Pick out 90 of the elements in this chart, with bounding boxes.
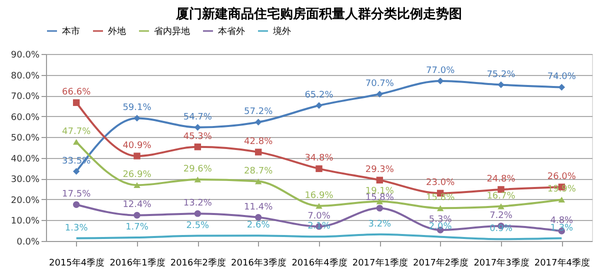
data-label: 15.8% [365, 193, 394, 204]
data-label: 3.2% [368, 219, 392, 230]
x-tick-label: 2017年1季度 [352, 258, 408, 268]
data-label: 7.0% [308, 211, 331, 222]
point [316, 202, 322, 209]
legend-label: 本市 [62, 26, 80, 37]
point [134, 114, 140, 122]
data-label: 13.2% [183, 198, 212, 209]
data-label: 47.7% [62, 126, 92, 137]
point [376, 204, 384, 212]
point [558, 84, 566, 91]
point [134, 182, 140, 188]
x-tick-label: 2016年3季度 [231, 258, 287, 268]
data-label: 23.0% [426, 178, 456, 188]
point [72, 201, 80, 208]
legend-label: 本省外 [218, 26, 245, 37]
y-tick-label: 50.0% [10, 134, 40, 144]
data-label: 0.9% [490, 224, 513, 234]
point [254, 178, 262, 184]
point [436, 205, 444, 212]
chart-title: 厦门新建商品住宅购房面积量人群分类比例走势图 [175, 6, 462, 22]
data-label: 59.1% [122, 103, 152, 114]
legend-label: 境外 [272, 26, 291, 37]
point [72, 99, 80, 106]
data-label: 24.8% [486, 174, 516, 184]
data-label: 2.6% [246, 220, 270, 231]
data-label: 42.8% [244, 137, 274, 148]
data-label: 54.7% [183, 112, 212, 122]
data-label: 7.2% [490, 211, 513, 222]
data-label: 26.9% [122, 170, 152, 180]
y-tick-label: 30.0% [10, 175, 40, 186]
data-label: 74.0% [547, 72, 576, 82]
data-label: 34.8% [304, 154, 334, 164]
point [316, 165, 322, 172]
point [194, 124, 202, 131]
data-label: 77.0% [426, 66, 456, 76]
point [498, 81, 504, 88]
y-tick-label: 20.0% [10, 196, 40, 206]
y-tick-label: 10.0% [10, 216, 40, 227]
data-label: 17.5% [62, 190, 92, 200]
data-label: 28.7% [244, 166, 274, 176]
y-tick-label: 60.0% [10, 112, 40, 123]
data-label: 2.5% [186, 220, 210, 231]
x-tick-label: 2016年2季度 [170, 258, 226, 268]
point [376, 176, 384, 184]
legend-label: 外地 [108, 26, 126, 37]
point [436, 78, 444, 84]
data-label: 1.3% [64, 223, 88, 234]
x-tick-label: 2017年4季度 [534, 258, 590, 268]
point [558, 196, 566, 203]
y-tick-label: 70.0% [10, 92, 40, 102]
point [194, 210, 202, 217]
point [194, 176, 202, 182]
data-label: 65.2% [304, 90, 334, 101]
x-tick-label: 2015年4季度 [49, 258, 105, 268]
data-label: 29.3% [365, 165, 394, 176]
y-tick-label: 40.0% [10, 154, 40, 164]
point [254, 118, 262, 126]
data-label: 40.9% [122, 141, 152, 152]
data-label: 26.0% [547, 172, 576, 182]
point [376, 90, 384, 98]
data-label: 15.8% [426, 193, 456, 204]
data-label: 16.7% [486, 191, 516, 202]
legend-label: 省内异地 [154, 26, 190, 37]
point [134, 152, 140, 160]
data-label: 70.7% [365, 79, 394, 90]
point [254, 148, 262, 156]
data-label: 29.6% [183, 164, 212, 174]
data-label: 66.6% [62, 88, 92, 98]
point [134, 212, 140, 219]
y-tick-label: 0.0% [16, 238, 40, 248]
data-label: 45.3% [183, 132, 212, 142]
point [72, 168, 80, 175]
point [254, 214, 262, 221]
point [72, 138, 80, 145]
point [498, 203, 504, 210]
x-tick-label: 2016年1季度 [110, 258, 166, 268]
x-tick-label: 2017年3季度 [474, 258, 530, 268]
data-label: 75.2% [486, 70, 516, 80]
data-label: 16.9% [304, 190, 334, 201]
point [316, 102, 322, 109]
y-tick-label: 90.0% [10, 50, 40, 60]
y-tick-label: 80.0% [10, 71, 40, 82]
data-label: 57.2% [244, 107, 274, 118]
x-tick-label: 2017年2季度 [413, 258, 469, 268]
data-label: 12.4% [122, 200, 152, 210]
data-label: 1.7% [126, 222, 149, 232]
data-label: 11.4% [244, 202, 274, 212]
x-tick-label: 2016年4季度 [292, 258, 348, 268]
point [194, 144, 202, 150]
